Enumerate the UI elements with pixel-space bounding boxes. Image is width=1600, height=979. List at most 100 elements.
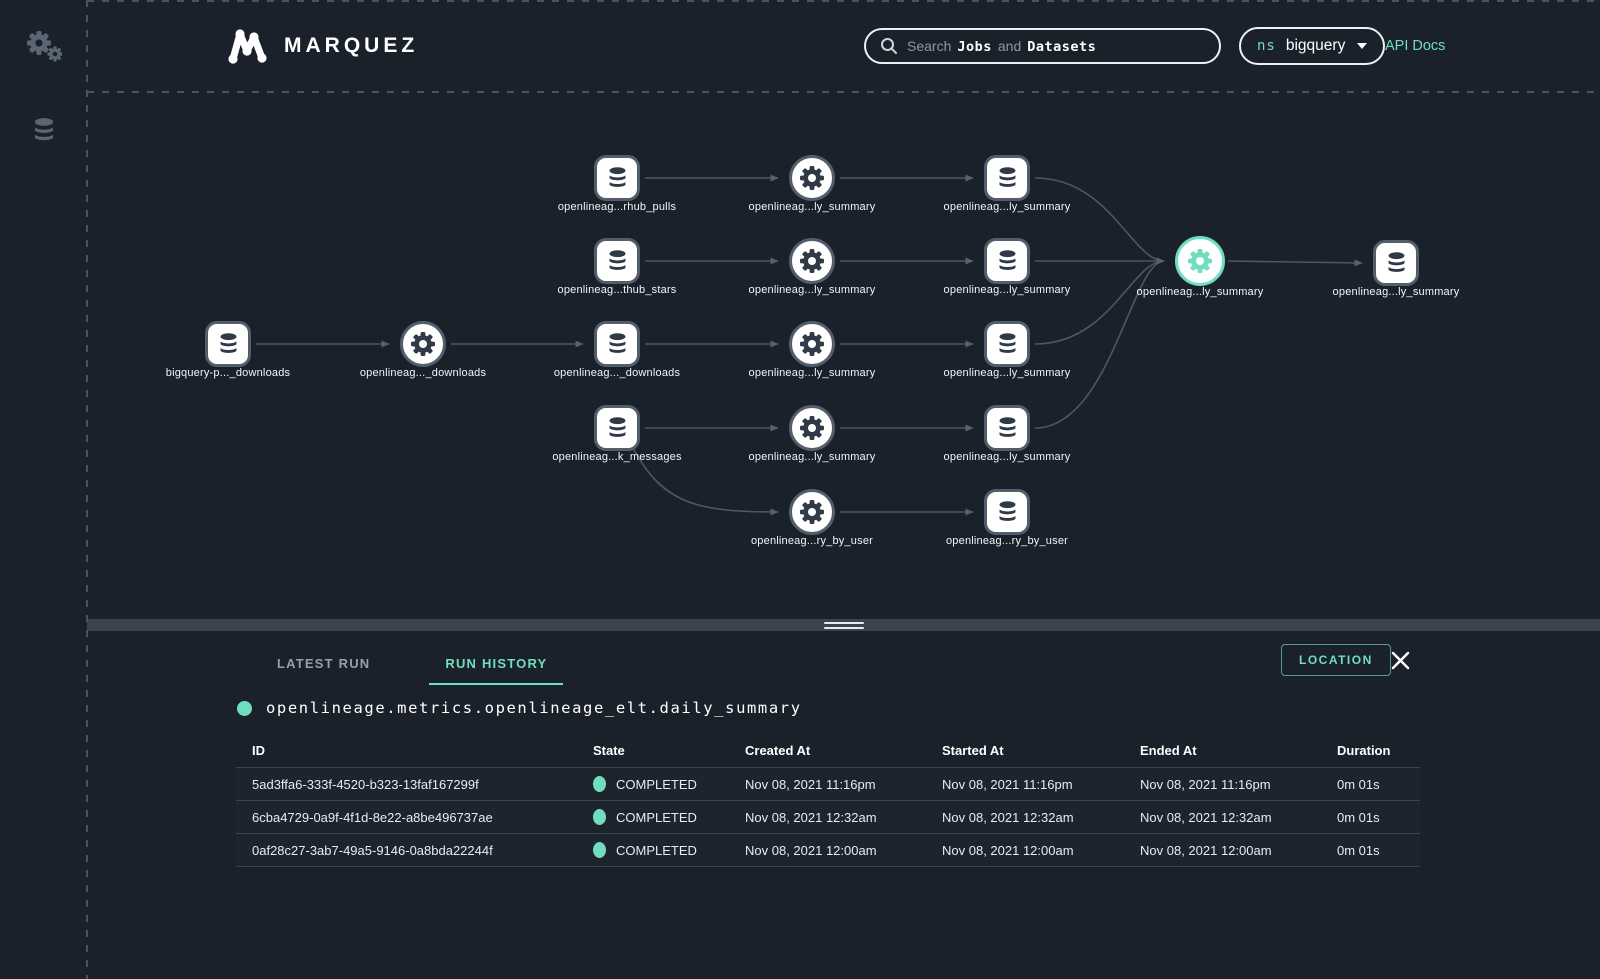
node-label: openlineag...ly_summary — [943, 201, 1071, 213]
database-icon — [606, 332, 629, 357]
dataset-node-ds-stars[interactable] — [594, 238, 640, 284]
search-input[interactable]: Search Jobs and Datasets — [864, 28, 1221, 64]
run-started-at: Nov 08, 2021 12:32am — [926, 800, 1124, 834]
node-label: openlineag...rhub_pulls — [557, 201, 677, 213]
run-ended-at: Nov 08, 2021 12:32am — [1124, 800, 1321, 834]
node-label: openlineag...ly_summary — [1332, 286, 1460, 298]
job-name: openlineage.metrics.openlineage_elt.dail… — [266, 699, 802, 717]
sidebar — [0, 0, 87, 979]
detail-tabs: LATEST RUN RUN HISTORY — [261, 641, 564, 685]
run-state: COMPLETED — [577, 800, 729, 834]
lineage-edge — [1034, 177, 1165, 265]
run-ended-at: Nov 08, 2021 12:00am — [1124, 833, 1321, 867]
database-icon — [996, 416, 1019, 441]
sidebar-item-datasets[interactable] — [0, 117, 87, 145]
node-label: openlineag...ly_summary — [748, 451, 876, 463]
job-node-job-downloads-summary[interactable] — [789, 321, 835, 367]
job-node-job-daily-summary[interactable] — [1175, 236, 1225, 286]
api-docs-link[interactable]: API Docs — [1385, 38, 1446, 54]
dataset-node-ds-downloads-summary[interactable] — [984, 321, 1030, 367]
search-icon — [880, 37, 898, 55]
dataset-node-bigquery-downloads[interactable] — [205, 321, 251, 367]
dataset-node-ds-messages-summary[interactable] — [984, 405, 1030, 451]
lineage-edge — [1227, 259, 1363, 267]
gear-icon — [1187, 248, 1213, 274]
datasets-database-icon — [31, 117, 57, 145]
run-state: COMPLETED — [577, 833, 729, 867]
col-header-id: ID — [236, 734, 577, 768]
marquez-logo[interactable]: MARQUEZ — [226, 26, 418, 66]
run-id: 5ad3ffa6-333f-4520-b323-13faf167299f — [236, 767, 577, 801]
sidebar-divider-dashed — [86, 0, 88, 979]
gear-icon — [799, 165, 825, 191]
tab-run-history[interactable]: RUN HISTORY — [429, 641, 564, 685]
gear-icon — [799, 415, 825, 441]
job-node-job-by-user[interactable] — [789, 489, 835, 535]
tab-latest-run[interactable]: LATEST RUN — [277, 655, 371, 671]
dataset-node-ds-by-user[interactable] — [984, 489, 1030, 535]
gear-icon — [410, 331, 436, 357]
job-node-job-downloads[interactable] — [400, 321, 446, 367]
close-panel-button[interactable] — [1389, 649, 1411, 671]
node-label: openlineag..._downloads — [553, 367, 681, 379]
table-row[interactable]: 5ad3ffa6-333f-4520-b323-13faf167299f COM… — [236, 767, 1420, 801]
completed-dot-icon — [593, 809, 606, 825]
table-row[interactable]: 6cba4729-0a9f-4f1d-8e22-a8be496737ae COM… — [236, 800, 1420, 834]
database-icon — [606, 166, 629, 191]
gear-icon — [799, 248, 825, 274]
database-icon — [996, 332, 1019, 357]
gear-icon — [799, 331, 825, 357]
col-header-state: State — [577, 734, 729, 768]
database-icon — [606, 249, 629, 274]
database-icon — [996, 166, 1019, 191]
chevron-down-icon — [1357, 43, 1368, 49]
completed-dot-icon — [593, 842, 606, 858]
search-placeholder: Search Jobs and Datasets — [907, 37, 1097, 55]
run-id: 6cba4729-0a9f-4f1d-8e22-a8be496737ae — [236, 800, 577, 834]
job-node-job-stars-summary[interactable] — [789, 238, 835, 284]
sidebar-item-jobs[interactable] — [0, 30, 87, 66]
drag-handle-icon[interactable] — [823, 621, 864, 629]
panel-resize-divider — [87, 619, 1600, 631]
run-state: COMPLETED — [577, 767, 729, 801]
run-started-at: Nov 08, 2021 11:16pm — [926, 767, 1124, 801]
header-dashed-border — [87, 91, 1600, 93]
dataset-node-ds-messages[interactable] — [594, 405, 640, 451]
lineage-edge — [1034, 257, 1165, 429]
database-icon — [1385, 251, 1408, 276]
run-ended-at: Nov 08, 2021 11:16pm — [1124, 767, 1321, 801]
namespace-select[interactable]: ns bigquery — [1239, 27, 1386, 65]
table-row[interactable]: 0af28c27-3ab7-49a5-9146-0a8bda22244f COM… — [236, 833, 1420, 867]
run-duration: 0m 01s — [1321, 800, 1420, 834]
dataset-node-ds-stars-summary[interactable] — [984, 238, 1030, 284]
dataset-node-ds-daily-summary[interactable] — [1373, 240, 1419, 286]
dataset-node-ds-downloads[interactable] — [594, 321, 640, 367]
dataset-node-ds-pulls-summary[interactable] — [984, 155, 1030, 201]
marquez-zigzag-icon — [226, 26, 270, 66]
completed-dot-icon — [593, 776, 606, 792]
lineage-edge — [632, 447, 779, 516]
namespace-value: bigquery — [1285, 37, 1346, 54]
node-label: openlineag...ry_by_user — [750, 535, 874, 547]
job-detail-panel: LATEST RUN RUN HISTORY LOCATION openline… — [87, 631, 1600, 979]
node-label: bigquery-p..._downloads — [165, 367, 291, 379]
col-header-ended-at: Ended At — [1124, 734, 1321, 768]
dataset-node-ds-pulls[interactable] — [594, 155, 640, 201]
node-label: openlineag...ly_summary — [748, 284, 876, 296]
run-id: 0af28c27-3ab7-49a5-9146-0a8bda22244f — [236, 833, 577, 867]
col-header-created-at: Created At — [729, 734, 926, 768]
node-label: openlineag..._downloads — [359, 367, 487, 379]
jobs-cogs-icon — [26, 30, 62, 66]
run-started-at: Nov 08, 2021 12:00am — [926, 833, 1124, 867]
database-icon — [996, 500, 1019, 525]
node-label: openlineag...ly_summary — [943, 451, 1071, 463]
namespace-prefix: ns — [1257, 38, 1276, 54]
database-icon — [217, 332, 240, 357]
job-node-job-messages-summary[interactable] — [789, 405, 835, 451]
job-node-job-pulls-summary[interactable] — [789, 155, 835, 201]
location-button[interactable]: LOCATION — [1281, 644, 1391, 676]
selected-job: openlineage.metrics.openlineage_elt.dail… — [237, 699, 802, 717]
col-header-started-at: Started At — [926, 734, 1124, 768]
node-label: openlineag...ly_summary — [943, 367, 1071, 379]
